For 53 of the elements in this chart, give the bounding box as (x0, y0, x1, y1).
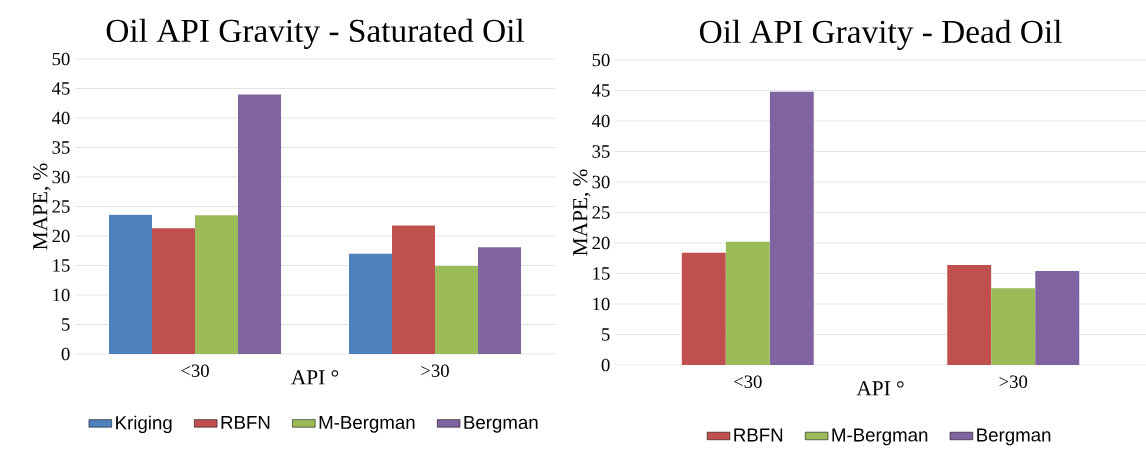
bar (435, 266, 479, 354)
legend-label: Bergman (977, 428, 1051, 446)
x-tick-label: <30 (734, 375, 762, 388)
bar (392, 225, 435, 354)
y-tick-label: 40 (591, 114, 610, 128)
y-tick-label: 0 (61, 347, 70, 361)
y-tick-label: 35 (52, 141, 70, 154)
x-tick-label: >30 (999, 375, 1028, 388)
bar (238, 94, 282, 354)
y-tick-label: 50 (592, 53, 610, 67)
y-tick-label: 35 (592, 145, 610, 158)
y-tick-label: 5 (602, 328, 610, 341)
y-tick-label: 15 (53, 259, 70, 272)
bar (947, 264, 992, 365)
y-tick-label: 30 (592, 175, 610, 189)
y-tick-label: 10 (593, 297, 610, 311)
y-tick-label: 45 (51, 82, 70, 95)
y-tick-label: 50 (52, 52, 70, 66)
y-tick-label: 20 (592, 236, 610, 250)
legend-label: Bergman (464, 416, 538, 433)
legend-label: Kriging (116, 415, 172, 434)
y-axis-title: MAPE, % (573, 169, 591, 256)
x-tick-label: >30 (421, 364, 449, 378)
bar (195, 215, 239, 354)
y-tick-label: 25 (592, 206, 610, 219)
chart-title: Oil API Gravity - Dead Oil (699, 19, 1062, 50)
y-tick-label: 0 (601, 358, 610, 372)
chart-title: Oil API Gravity - Saturated Oil (106, 18, 525, 49)
bar (769, 91, 814, 365)
bar (725, 241, 770, 365)
y-tick-label: 10 (53, 288, 70, 302)
x-axis-title: API ° (856, 381, 904, 396)
bar (1035, 271, 1080, 365)
bar (109, 214, 153, 354)
y-tick-label: 15 (593, 267, 610, 280)
bar (152, 228, 195, 354)
bar (478, 247, 521, 354)
legend-label: M-Bergman (319, 416, 415, 433)
bar (991, 288, 1036, 365)
bar (681, 252, 726, 365)
legend-label: RBFN (734, 428, 783, 442)
bar (349, 253, 392, 354)
y-tick-label: 5 (62, 318, 70, 331)
y-tick-label: 20 (52, 229, 70, 243)
y-axis-title: MAPE, % (33, 163, 51, 250)
y-tick-label: 30 (52, 170, 70, 184)
y-tick-label: 45 (591, 84, 610, 97)
y-tick-label: 40 (51, 111, 70, 125)
x-axis-title: API ° (291, 370, 339, 385)
legend-label: M-Bergman (832, 428, 928, 446)
x-tick-label: <30 (181, 364, 209, 378)
y-tick-label: 25 (52, 200, 70, 213)
legend-label: RBFN (221, 416, 270, 429)
